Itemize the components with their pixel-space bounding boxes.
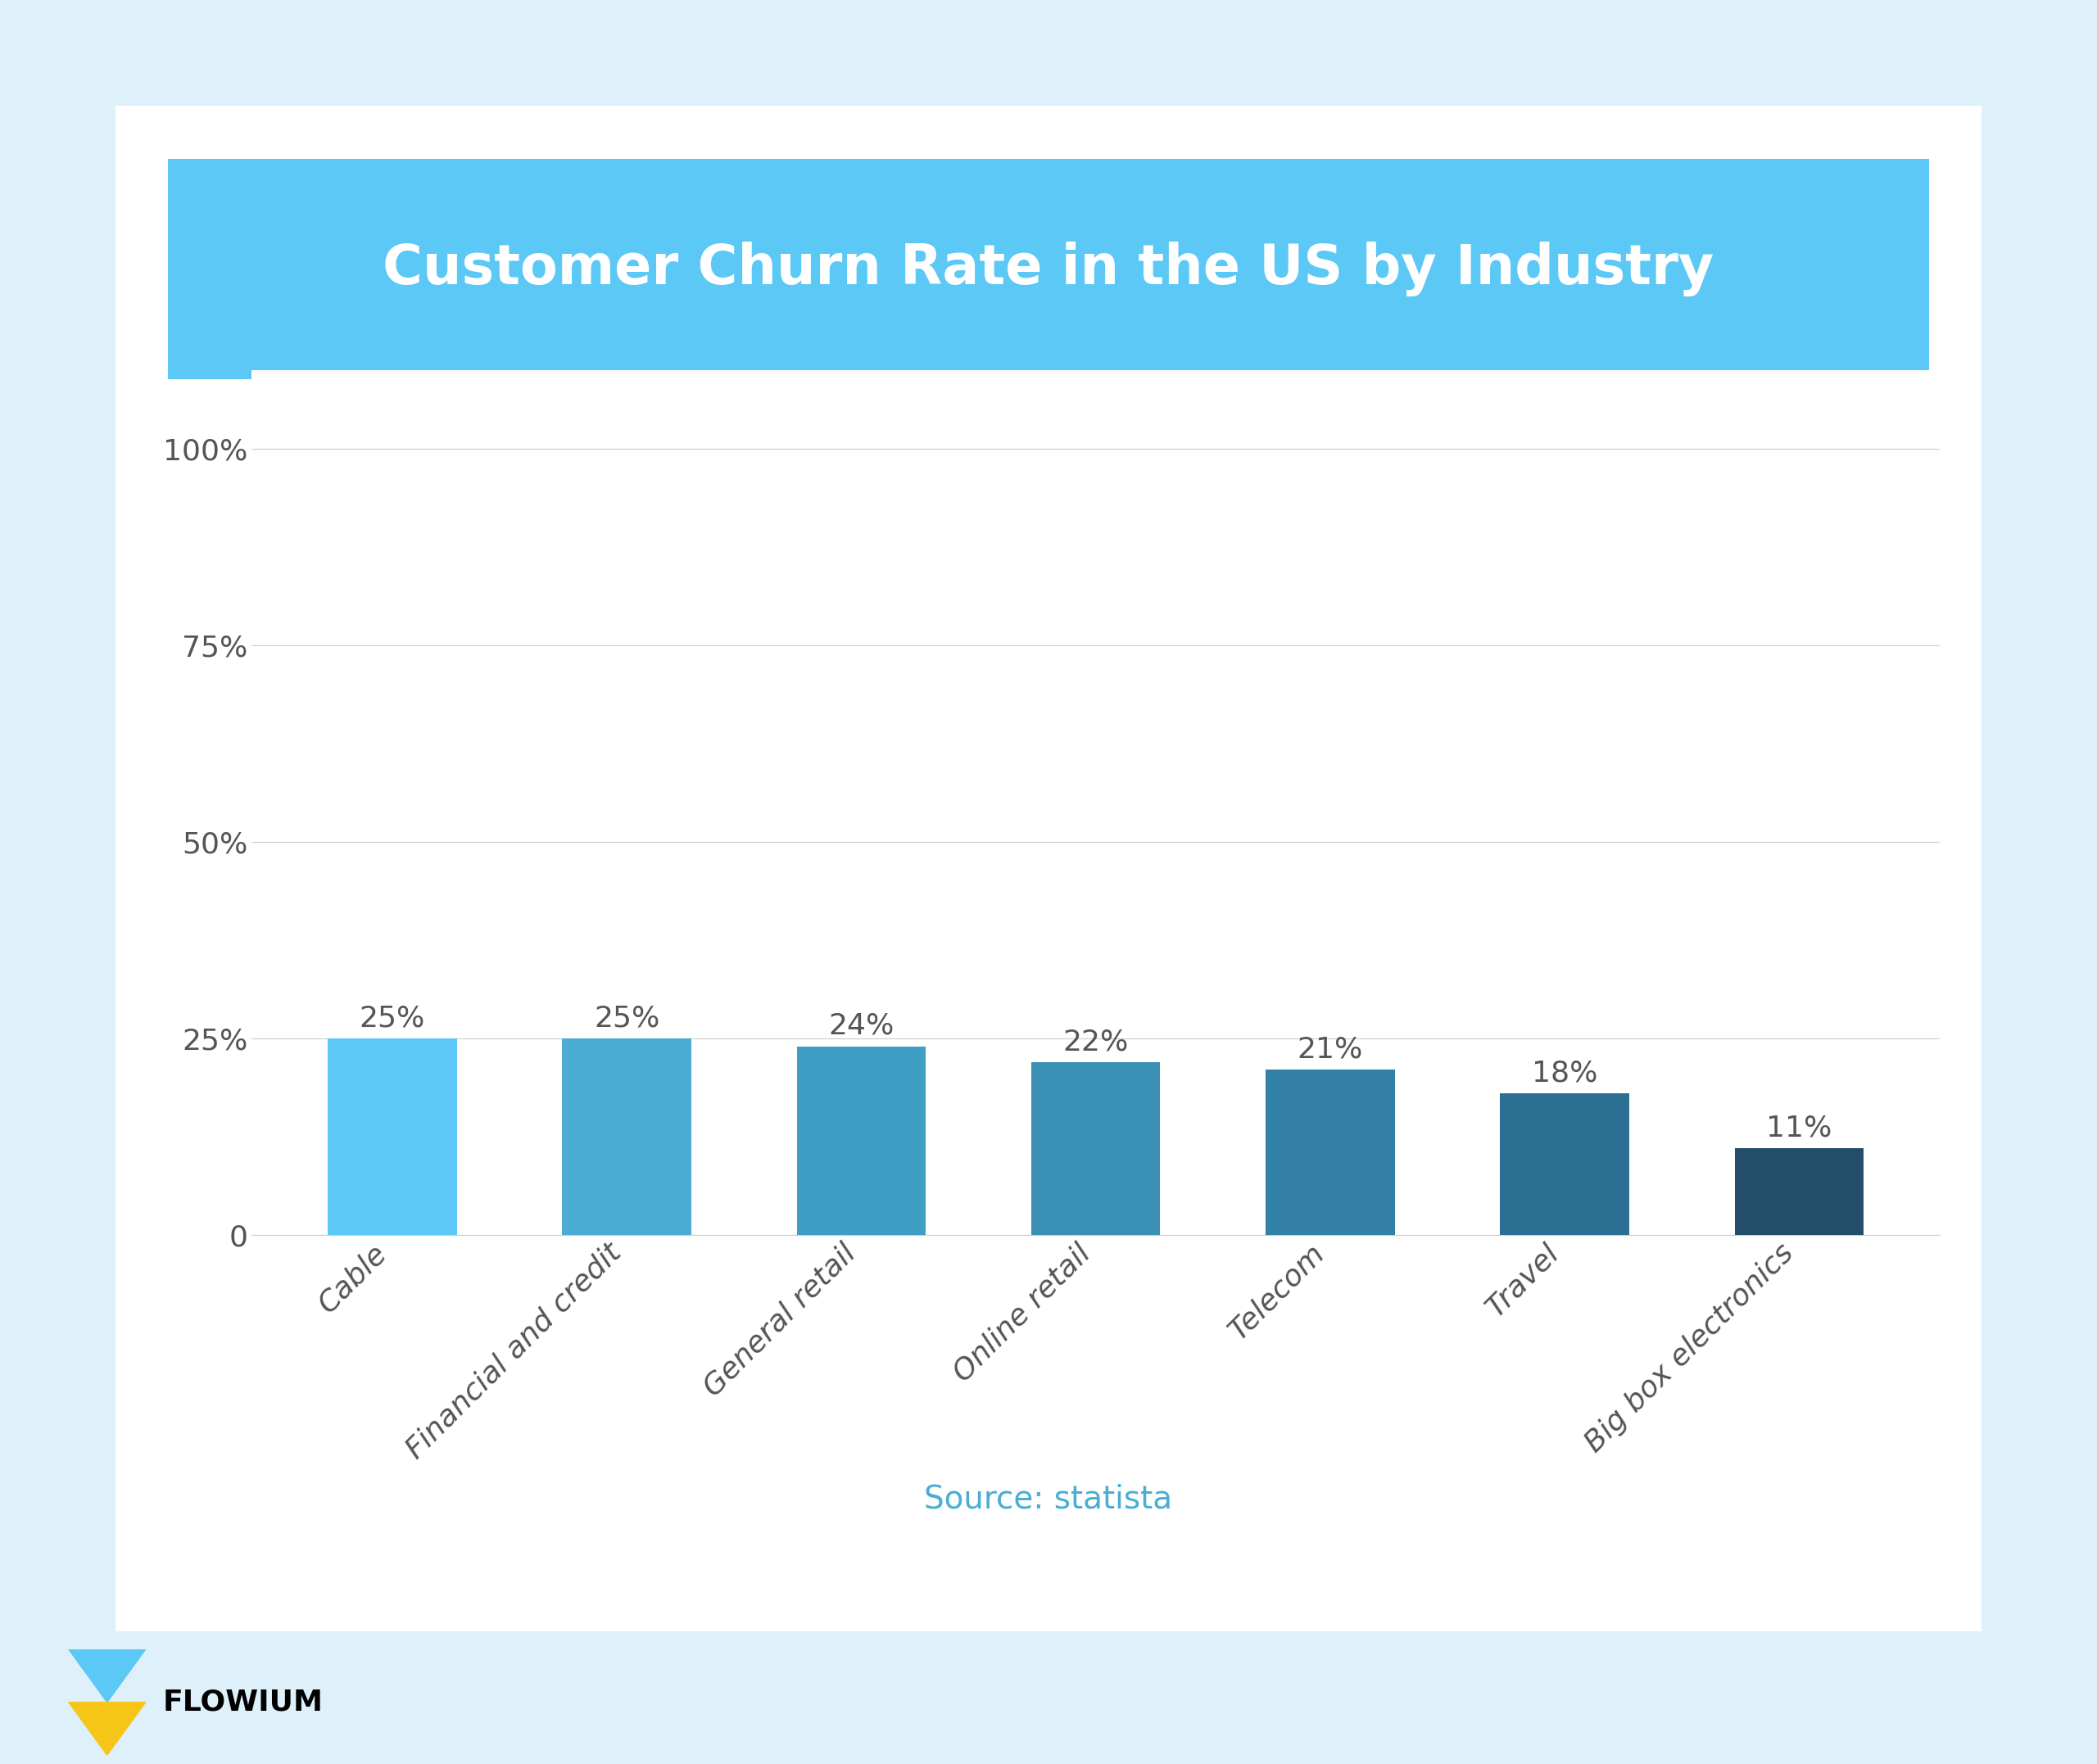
Bar xyxy=(327,1039,457,1235)
Text: 25%: 25% xyxy=(359,1004,426,1032)
Bar xyxy=(797,1046,925,1235)
Text: Source: statista: Source: statista xyxy=(925,1484,1172,1515)
FancyBboxPatch shape xyxy=(96,90,2001,1648)
Bar xyxy=(1734,1148,1864,1235)
Text: 21%: 21% xyxy=(1298,1035,1363,1064)
Text: 24%: 24% xyxy=(828,1013,893,1041)
Text: FLOWIUM: FLOWIUM xyxy=(164,1688,323,1716)
Text: 25%: 25% xyxy=(593,1004,661,1032)
Polygon shape xyxy=(69,1702,145,1755)
Text: Customer Churn Rate in the US by Industry: Customer Churn Rate in the US by Industr… xyxy=(384,242,1713,296)
Bar xyxy=(1499,1094,1629,1235)
Polygon shape xyxy=(69,1649,145,1702)
Bar xyxy=(1032,1062,1160,1235)
Text: 11%: 11% xyxy=(1766,1115,1833,1141)
Bar xyxy=(562,1039,692,1235)
Text: 18%: 18% xyxy=(1531,1058,1598,1087)
FancyBboxPatch shape xyxy=(96,150,2001,388)
Text: 22%: 22% xyxy=(1063,1028,1128,1055)
Bar xyxy=(1267,1069,1395,1235)
